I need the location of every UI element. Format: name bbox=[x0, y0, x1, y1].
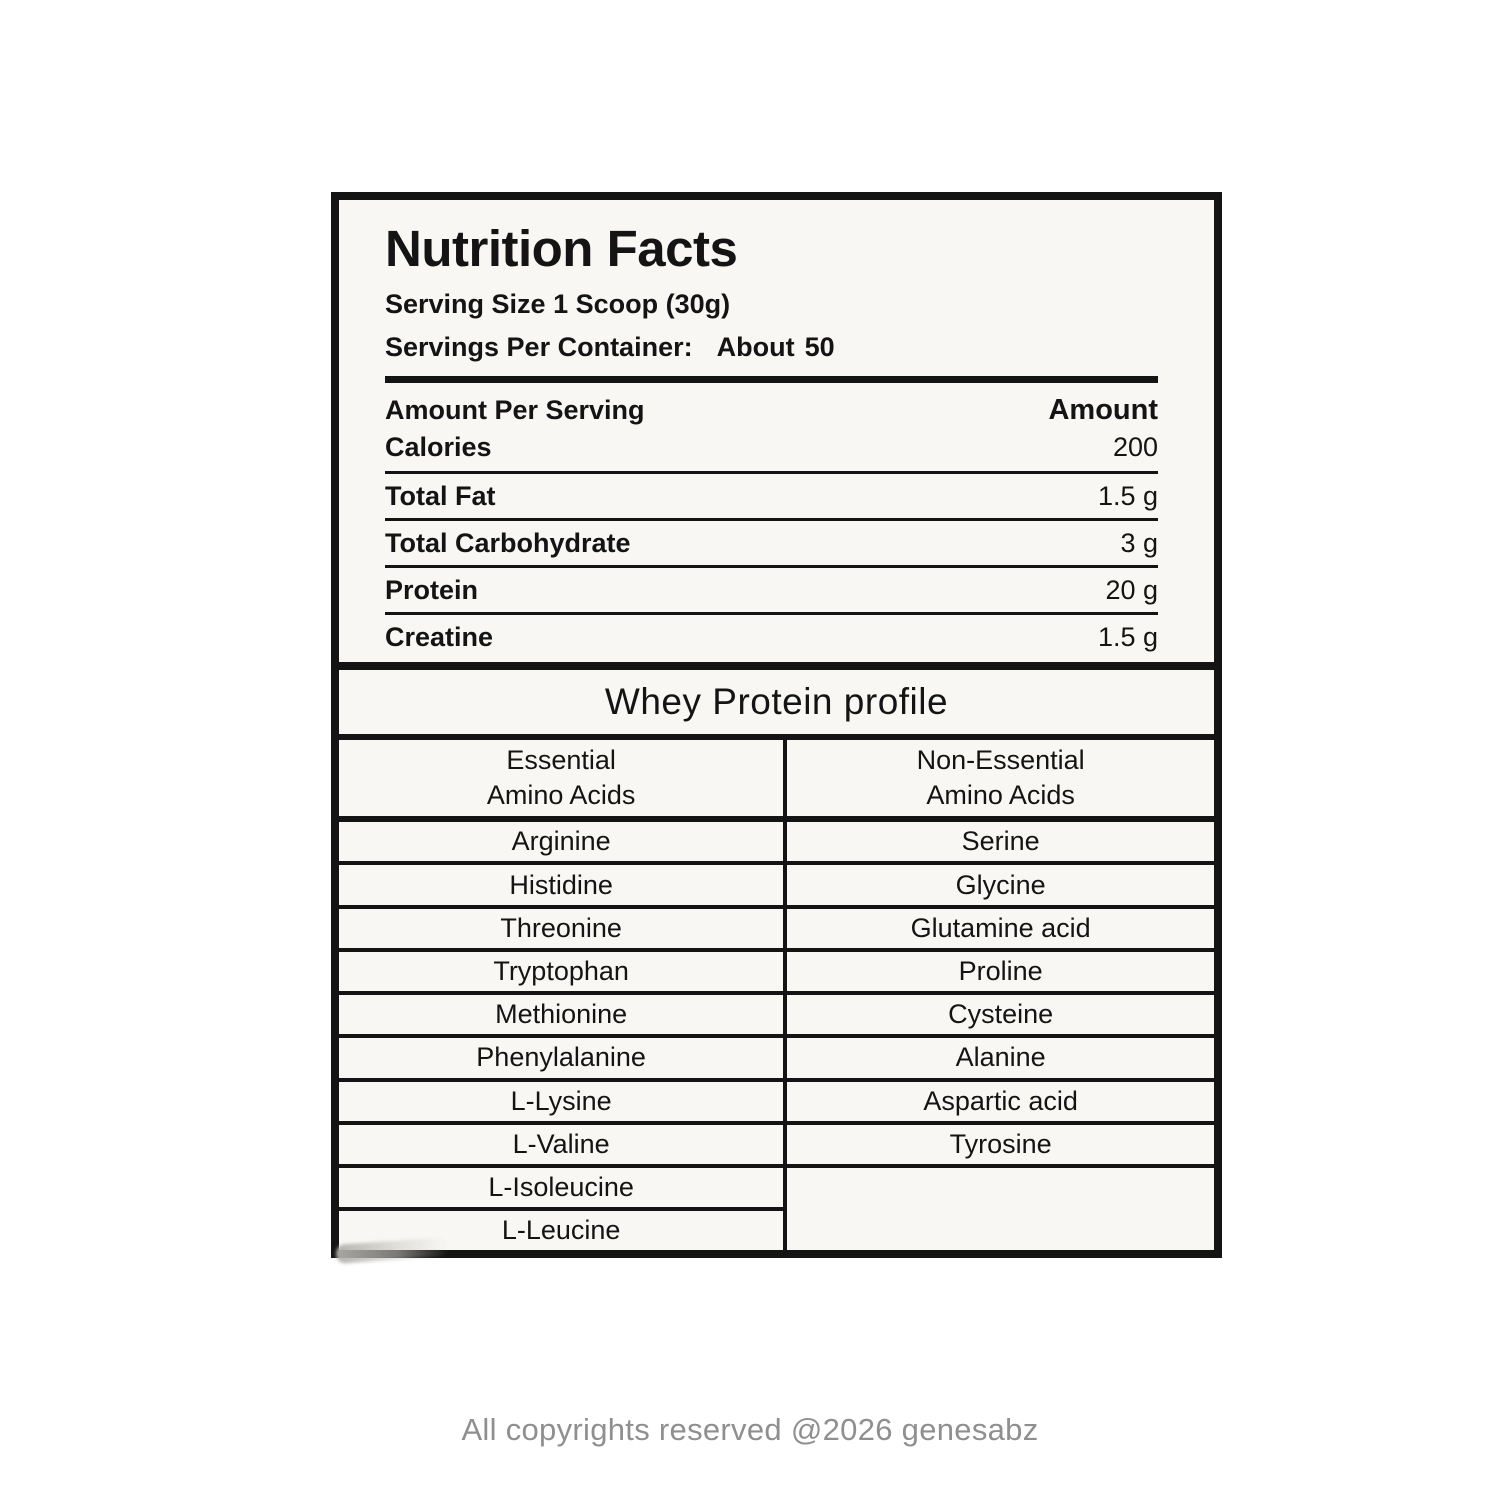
essential-amino-cell: L-Isoleucine bbox=[339, 1163, 788, 1212]
servings-count: 50 bbox=[804, 332, 835, 363]
empty-cell bbox=[783, 1163, 1214, 1250]
serving-size-text: Serving Size 1 Scoop (30g) bbox=[385, 289, 731, 320]
nutrition-row-total-carbohydrate: Total Carbohydrate 3 g bbox=[385, 521, 1158, 565]
nutrient-value: 3 g bbox=[1120, 528, 1158, 559]
header-line: Essential bbox=[506, 744, 616, 775]
section-divider bbox=[339, 662, 1214, 670]
divider-thin bbox=[385, 471, 1158, 475]
essential-amino-cell: Threonine bbox=[339, 904, 788, 952]
servings-per-container-label: Servings Per Container: bbox=[385, 332, 693, 363]
non-essential-amino-cell: Glycine bbox=[783, 861, 1214, 909]
nutrient-name: Total Fat bbox=[385, 481, 496, 512]
nutrition-facts-panel: Nutrition Facts Serving Size 1 Scoop (30… bbox=[339, 200, 1214, 662]
nutrient-value: 200 bbox=[1112, 432, 1158, 463]
essential-amino-cell: Arginine bbox=[339, 816, 788, 866]
servings-per-container-text: Servings Per Container: About 50 bbox=[385, 332, 1158, 363]
nutrition-row-creatine: Creatine 1.5 g bbox=[385, 615, 1158, 659]
servings-about-word: About bbox=[716, 332, 795, 363]
amount-column-header: Amount bbox=[1048, 394, 1158, 427]
nutrient-value: 1.5 g bbox=[1097, 622, 1158, 653]
nutrition-label: Nutrition Facts Serving Size 1 Scoop (30… bbox=[331, 192, 1222, 1258]
divider-thick bbox=[385, 376, 1158, 384]
non-essential-amino-cell: Tyrosine bbox=[783, 1120, 1214, 1168]
header-line: Non-Essential bbox=[916, 744, 1085, 775]
nutrition-row-calories: Calories 200 bbox=[385, 432, 1158, 463]
nutrient-name: Total Carbohydrate bbox=[385, 528, 631, 559]
nutrient-value: 20 g bbox=[1105, 575, 1158, 606]
amount-per-serving-header: Amount Per Serving bbox=[385, 395, 645, 426]
table-row: Arginine Serine bbox=[339, 816, 1214, 866]
essential-amino-cell: Histidine bbox=[339, 861, 788, 909]
table-row: Tryptophan Proline bbox=[339, 947, 1214, 996]
section-divider bbox=[339, 734, 1214, 740]
copyright-footer: All copyrights reserved @2026 genesabz bbox=[461, 1412, 1039, 1447]
non-essential-amino-cell: Glutamine acid bbox=[783, 904, 1214, 952]
table-row: L-Isoleucine bbox=[339, 1163, 1214, 1250]
table-row: L-Valine Tyrosine bbox=[339, 1120, 1214, 1168]
table-row: Phenylalanine Alanine bbox=[339, 1034, 1214, 1082]
amount-header-row: Amount Per Serving Amount bbox=[385, 394, 1158, 427]
essential-amino-cell: Tryptophan bbox=[339, 947, 788, 996]
nutrient-name: Protein bbox=[385, 575, 479, 606]
amino-acids-table: Essential Amino Acids Non-Essential Amin… bbox=[339, 738, 1214, 1250]
essential-amino-cell: L-Leucine bbox=[339, 1207, 788, 1250]
non-essential-amino-cell: Cysteine bbox=[783, 991, 1214, 1039]
essential-amino-acids-header: Essential Amino Acids bbox=[339, 738, 788, 822]
table-row: Histidine Glycine bbox=[339, 861, 1214, 909]
nutrient-name: Calories bbox=[385, 432, 492, 463]
non-essential-amino-acids-header: Non-Essential Amino Acids bbox=[783, 738, 1214, 822]
table-row: L-Lysine Aspartic acid bbox=[339, 1077, 1214, 1125]
essential-amino-cell: L-Lysine bbox=[339, 1077, 788, 1125]
table-row: Methionine Cysteine bbox=[339, 991, 1214, 1039]
divider-thin bbox=[385, 612, 1158, 616]
non-essential-amino-cell: Alanine bbox=[783, 1034, 1214, 1082]
header-line: Amino Acids bbox=[486, 780, 636, 810]
nutrition-row-protein: Protein 20 g bbox=[385, 568, 1158, 612]
nutrition-row-total-fat: Total Fat 1.5 g bbox=[385, 474, 1158, 518]
table-row: L-Leucine bbox=[339, 1207, 1214, 1250]
divider-thin bbox=[385, 565, 1158, 569]
nutrition-facts-title: Nutrition Facts bbox=[385, 220, 738, 277]
essential-amino-cell: Methionine bbox=[339, 991, 788, 1039]
whey-protein-profile-title: Whey Protein profile bbox=[604, 681, 949, 722]
non-essential-amino-cell: Serine bbox=[783, 816, 1214, 866]
header-line: Amino Acids bbox=[926, 780, 1075, 810]
nutrient-name: Creatine bbox=[385, 622, 494, 653]
divider-thin bbox=[385, 518, 1158, 522]
nutrient-value: 1.5 g bbox=[1097, 481, 1158, 512]
non-essential-amino-cell: Proline bbox=[783, 947, 1214, 996]
table-header-row: Essential Amino Acids Non-Essential Amin… bbox=[339, 738, 1214, 822]
essential-amino-cell: Phenylalanine bbox=[339, 1034, 788, 1082]
table-row: Threonine Glutamine acid bbox=[339, 904, 1214, 952]
non-essential-amino-cell: Aspartic acid bbox=[783, 1077, 1214, 1125]
essential-amino-cell: L-Valine bbox=[339, 1120, 788, 1168]
